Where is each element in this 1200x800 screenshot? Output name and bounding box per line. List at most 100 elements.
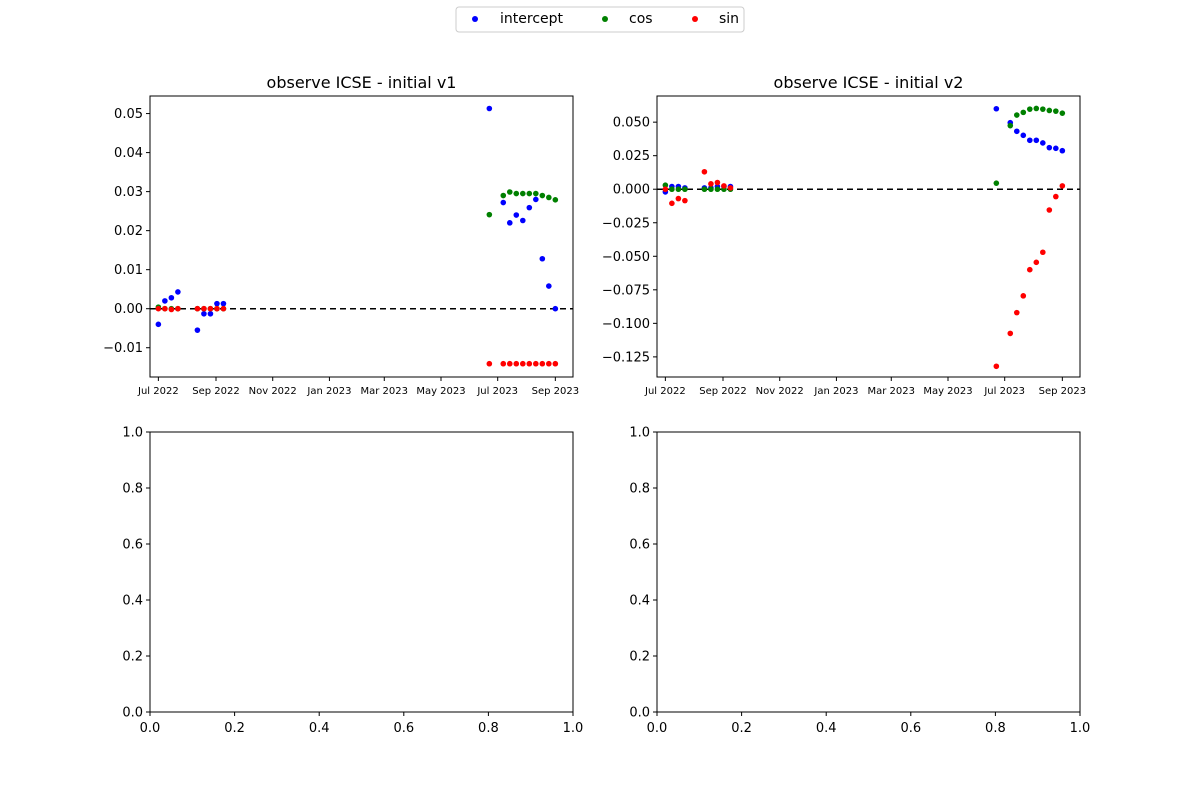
- subplot-v1-ytick-label: 0.00: [114, 302, 143, 317]
- subplot-v2-xtick-label: Jan 2023: [813, 386, 858, 397]
- subplot-v2-point-cos: [1033, 105, 1040, 112]
- subplot-v1-point-sin: [519, 360, 526, 367]
- subplot-v2-point-cos: [1007, 122, 1014, 129]
- subplot-v1-point-sin: [168, 306, 175, 313]
- legend-label-intercept: intercept: [500, 11, 564, 27]
- subplot-v1-point-sin: [526, 360, 533, 367]
- subplot-v2-point-sin: [721, 183, 727, 189]
- subplot-v1-point-intercept: [220, 300, 227, 307]
- subplot-v1-point-sin: [539, 360, 546, 367]
- subplot-v2-point-sin: [669, 200, 675, 207]
- subplot-v1-point-sin: [552, 360, 559, 367]
- subplot-empty-left-xtick-label: 1.0: [563, 721, 584, 736]
- subplot-v2-point-sin: [1033, 259, 1040, 266]
- subplot-v2-point-intercept: [1026, 137, 1033, 144]
- subplot-v1-point-sin: [194, 305, 201, 312]
- subplot-empty-right: 0.0 0.2 0.4 0.6 0.8 1.0 0.0 0.2 0.4 0.6 0.8 1.0: [629, 426, 1090, 737]
- subplot-v2-frame: [656, 95, 1081, 378]
- subplot-v1-point-cos: [552, 197, 559, 203]
- subplot-empty-left-ytick-label: 1.0: [122, 426, 143, 441]
- legend-item-sin: sin: [692, 11, 739, 27]
- subplot-v1-point-sin: [513, 360, 520, 367]
- subplot-v2-xtick-label: Nov 2022: [756, 386, 804, 397]
- subplot-empty-right-xtick-label: 0.6: [900, 721, 921, 736]
- subplot-v2-ytick-label: −0.125: [602, 350, 650, 365]
- subplot-v1-ytick-label: 0.03: [114, 185, 143, 200]
- subplot-v1-point-intercept: [500, 199, 507, 206]
- subplot-v2-point-cos: [708, 186, 714, 193]
- subplot-v2-point-sin: [1053, 193, 1059, 200]
- subplot-v2-point-sin: [1040, 249, 1046, 256]
- subplot-v2-point-cos: [1046, 107, 1053, 114]
- subplot-v2-point-cos: [1053, 108, 1059, 114]
- subplot-v1-point-cos: [500, 192, 507, 199]
- subplot-v2: observe ICSE - initial v2 −0.125 −0.100 −0…: [602, 73, 1086, 397]
- subplot-empty-left-xtick-label: 0.0: [140, 721, 161, 736]
- subplot-v2-point-intercept: [1053, 145, 1059, 152]
- subplot-v2-point-sin: [727, 185, 734, 191]
- subplot-empty-left-ytick-label: 0.0: [122, 706, 143, 721]
- subplot-v1-point-intercept: [552, 305, 559, 312]
- subplot-empty-left-xtick-label: 0.2: [224, 721, 245, 736]
- subplot-v1-point-intercept: [194, 327, 201, 333]
- subplot-v2-point-sin: [701, 168, 708, 175]
- subplot-v1-point-intercept: [201, 310, 207, 317]
- subplot-empty-right-ytick-label: 0.0: [629, 706, 650, 721]
- subplot-v2-point-intercept: [1046, 144, 1053, 151]
- subplot-v1-frame: [149, 95, 574, 378]
- subplot-v2-point-intercept: [1013, 128, 1020, 135]
- subplot-v2-ytick-label: −0.100: [602, 317, 650, 332]
- subplot-empty-left: 0.0 0.2 0.4 0.6 0.8 1.0 0.0 0.2 0.4 0.6 0.8 1.0: [122, 426, 583, 737]
- subplot-v1-point-cos: [506, 189, 513, 195]
- subplot-v1-point-sin: [201, 305, 207, 312]
- subplot-v2-point-sin: [1059, 183, 1066, 189]
- subplot-v1-title: observe ICSE - initial v1: [267, 73, 457, 92]
- subplot-v1-xtick-label: Mar 2023: [361, 386, 409, 397]
- legend-label-cos: cos: [629, 11, 653, 27]
- subplot-empty-right-xtick-label: 0.4: [816, 721, 837, 736]
- subplot-v2-ytick-label: −0.075: [602, 283, 650, 298]
- subplot-v2-xtick-label: May 2023: [923, 386, 972, 397]
- subplot-v2-point-sin: [714, 179, 721, 186]
- subplot-v1-xtick-label: Sep 2023: [532, 386, 579, 397]
- subplot-empty-left-ytick-label: 0.2: [122, 650, 143, 665]
- legend-marker-sin: [692, 16, 698, 22]
- subplot-v2-ytick-label: 0.025: [613, 149, 650, 164]
- subplot-v2-point-sin: [675, 195, 682, 202]
- subplot-empty-left-frame: [149, 431, 574, 713]
- subplot-v1-point-cos: [519, 190, 526, 197]
- subplot-v2-point-cos: [1013, 112, 1020, 118]
- subplot-v1-point-sin: [214, 305, 220, 312]
- subplot-empty-left-ytick-label: 0.8: [122, 482, 143, 497]
- subplot-v1-point-intercept: [155, 321, 162, 328]
- subplot-empty-right-xtick-label: 1.0: [1070, 721, 1091, 736]
- subplot-v2-point-sin: [1046, 207, 1053, 213]
- subplot-v2-point-cos: [1020, 109, 1027, 116]
- subplot-empty-left-xtick-label: 0.4: [309, 721, 330, 736]
- subplot-v2-point-sin: [682, 197, 688, 204]
- subplot-v1-xtick-label: Jul 2022: [137, 386, 179, 397]
- subplot-empty-left-ytick-label: 0.4: [122, 594, 143, 609]
- subplot-v1-point-sin: [175, 305, 181, 312]
- subplot-v1-xtick-label: Jul 2023: [476, 386, 518, 397]
- subplot-v2-point-intercept: [1033, 137, 1040, 144]
- subplot-v1-point-sin: [220, 305, 227, 312]
- subplot-v1-point-intercept: [175, 289, 181, 295]
- subplot-empty-left-xtick-label: 0.6: [393, 721, 414, 736]
- subplot-v1-point-intercept: [513, 212, 520, 218]
- subplot-v1-point-intercept: [526, 204, 533, 211]
- subplot-v2-xtick-label: Sep 2023: [1039, 386, 1086, 397]
- subplot-v1-point-cos: [546, 194, 552, 201]
- subplot-v1-point-intercept: [506, 220, 513, 226]
- subplot-v2-point-intercept: [1040, 140, 1046, 146]
- subplot-v2-point-cos: [993, 180, 1000, 186]
- subplot-v2-ytick-label: −0.050: [602, 250, 650, 265]
- subplot-v1-point-intercept: [162, 298, 168, 304]
- subplot-v2-point-sin: [1013, 309, 1020, 316]
- subplot-v2-point-intercept: [1020, 132, 1027, 139]
- subplot-v1-point-intercept: [168, 294, 175, 301]
- subplot-v1-point-intercept: [214, 300, 220, 307]
- subplot-empty-right-ytick-label: 0.8: [629, 482, 650, 497]
- subplot-v2-ytick-label: −0.025: [602, 216, 650, 231]
- subplot-empty-right-frame: [656, 431, 1081, 713]
